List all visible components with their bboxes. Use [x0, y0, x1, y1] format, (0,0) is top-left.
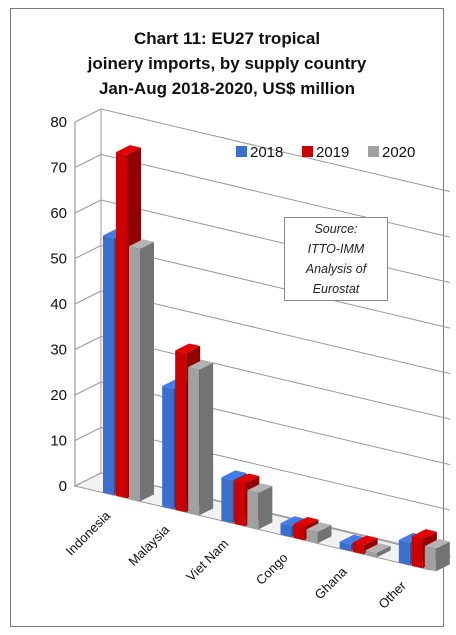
bar-front-face — [234, 480, 246, 527]
legend-swatch — [368, 146, 379, 157]
legend-swatch — [302, 146, 313, 157]
x-tick-label: Other — [375, 578, 409, 612]
gridline — [100, 336, 451, 420]
bar-side-face — [435, 541, 450, 572]
bar-side-face — [140, 241, 154, 502]
bar-top-face — [116, 145, 141, 155]
y-tick-label: 80 — [50, 114, 67, 131]
bar-front-face — [424, 546, 436, 572]
bar-front-face — [280, 523, 292, 538]
source-line-3: Analysis of — [305, 262, 367, 276]
bar-top-face — [234, 473, 260, 484]
bar-front-face — [188, 367, 200, 516]
bar — [424, 539, 450, 572]
bar-top-face — [293, 517, 319, 527]
bar-layer — [103, 145, 450, 572]
gridline — [100, 245, 451, 329]
bar-top-face — [247, 483, 273, 493]
source-note: Source: ITTO-IMM Analysis of Eurostat — [284, 217, 388, 301]
y-tick-label: 50 — [50, 251, 67, 268]
axis-tick-mark — [74, 154, 102, 168]
bar-front-face — [293, 524, 305, 541]
bar-top-face — [352, 535, 378, 546]
bar-front-face — [306, 529, 318, 544]
source-line-2: ITTO-IMM — [307, 242, 365, 256]
bar-top-face — [339, 534, 365, 545]
legend-label: 2018 — [250, 144, 283, 161]
chart-title-line-1: Chart 11: EU27 tropical — [133, 29, 321, 48]
bar-front-face — [175, 350, 187, 513]
legend-label: 2019 — [316, 144, 349, 161]
chart-frame — [10, 8, 444, 627]
axis-tick-mark — [74, 245, 102, 259]
bar-front-face — [352, 542, 364, 555]
bar-front-face — [247, 490, 259, 530]
bar-top-face — [280, 516, 306, 526]
bar — [365, 543, 391, 558]
gridline — [100, 381, 451, 466]
y-tick-label: 30 — [50, 342, 67, 359]
bar-front-face — [411, 536, 423, 569]
axis-tick-mark — [74, 336, 102, 350]
chart-title-line-3: Jan-Aug 2018-2020, US$ million — [98, 79, 356, 98]
bar-front-face — [221, 477, 233, 524]
axis-tick-mark — [74, 290, 102, 305]
x-tick-label: Ghana — [312, 563, 351, 602]
bar-top-face — [365, 543, 391, 553]
x-tick-label: Indonesia — [63, 507, 114, 558]
legend-swatch — [236, 146, 247, 157]
x-tick-label: Malaysia — [125, 521, 172, 568]
x-tick-label: Congo — [253, 550, 291, 588]
bar-front-face — [339, 541, 351, 552]
legend: 2018 2019 2020 — [236, 144, 415, 161]
grid-layer — [100, 108, 451, 557]
bar-side-face — [258, 485, 273, 530]
gridline — [100, 154, 451, 238]
bar-side-face — [199, 362, 214, 516]
bar — [188, 360, 214, 516]
source-line-4: Eurostat — [312, 282, 360, 296]
bar-side-face — [317, 525, 332, 544]
bar-top-face — [221, 470, 247, 481]
gridline — [100, 108, 451, 193]
bar-top-face — [411, 529, 437, 539]
y-tick-label: 10 — [50, 433, 67, 450]
bar-side-face — [376, 545, 391, 558]
bar-top-face — [129, 239, 154, 249]
gridline — [100, 427, 451, 511]
y-tick-label: 20 — [50, 387, 67, 404]
bar-front-face — [116, 152, 127, 499]
chart-title-line-2: joinery imports, by supply country — [87, 54, 367, 73]
bar-front-face — [365, 550, 377, 558]
chart-title: Chart 11: EU27 tropical joinery imports,… — [10, 26, 444, 101]
axis-tick-mark — [74, 108, 102, 123]
y-tick-label: 60 — [50, 205, 67, 222]
bar-top-face — [424, 539, 450, 549]
gridline — [100, 199, 451, 284]
bar-front-face — [129, 246, 140, 502]
gridline — [100, 290, 451, 375]
bar-front-face — [103, 235, 114, 496]
x-tick-label: Viet Nam — [183, 536, 231, 584]
y-tick-label: 40 — [50, 296, 67, 313]
bar — [129, 239, 154, 502]
y-tick-label: 70 — [50, 160, 67, 177]
bar-front-face — [162, 386, 174, 510]
legend-label: 2020 — [382, 144, 415, 161]
bar-top-face — [306, 522, 332, 533]
y-tick-label: 0 — [59, 478, 67, 495]
bar — [247, 483, 273, 530]
axis-tick-mark — [74, 381, 102, 396]
bar-top-face — [175, 343, 201, 354]
axis-tick-mark — [74, 427, 102, 441]
axis-tick-mark — [74, 199, 102, 214]
source-line-1: Source: — [314, 222, 358, 236]
bar — [306, 522, 332, 544]
bar-top-face — [188, 360, 214, 370]
bar-front-face — [398, 539, 410, 566]
